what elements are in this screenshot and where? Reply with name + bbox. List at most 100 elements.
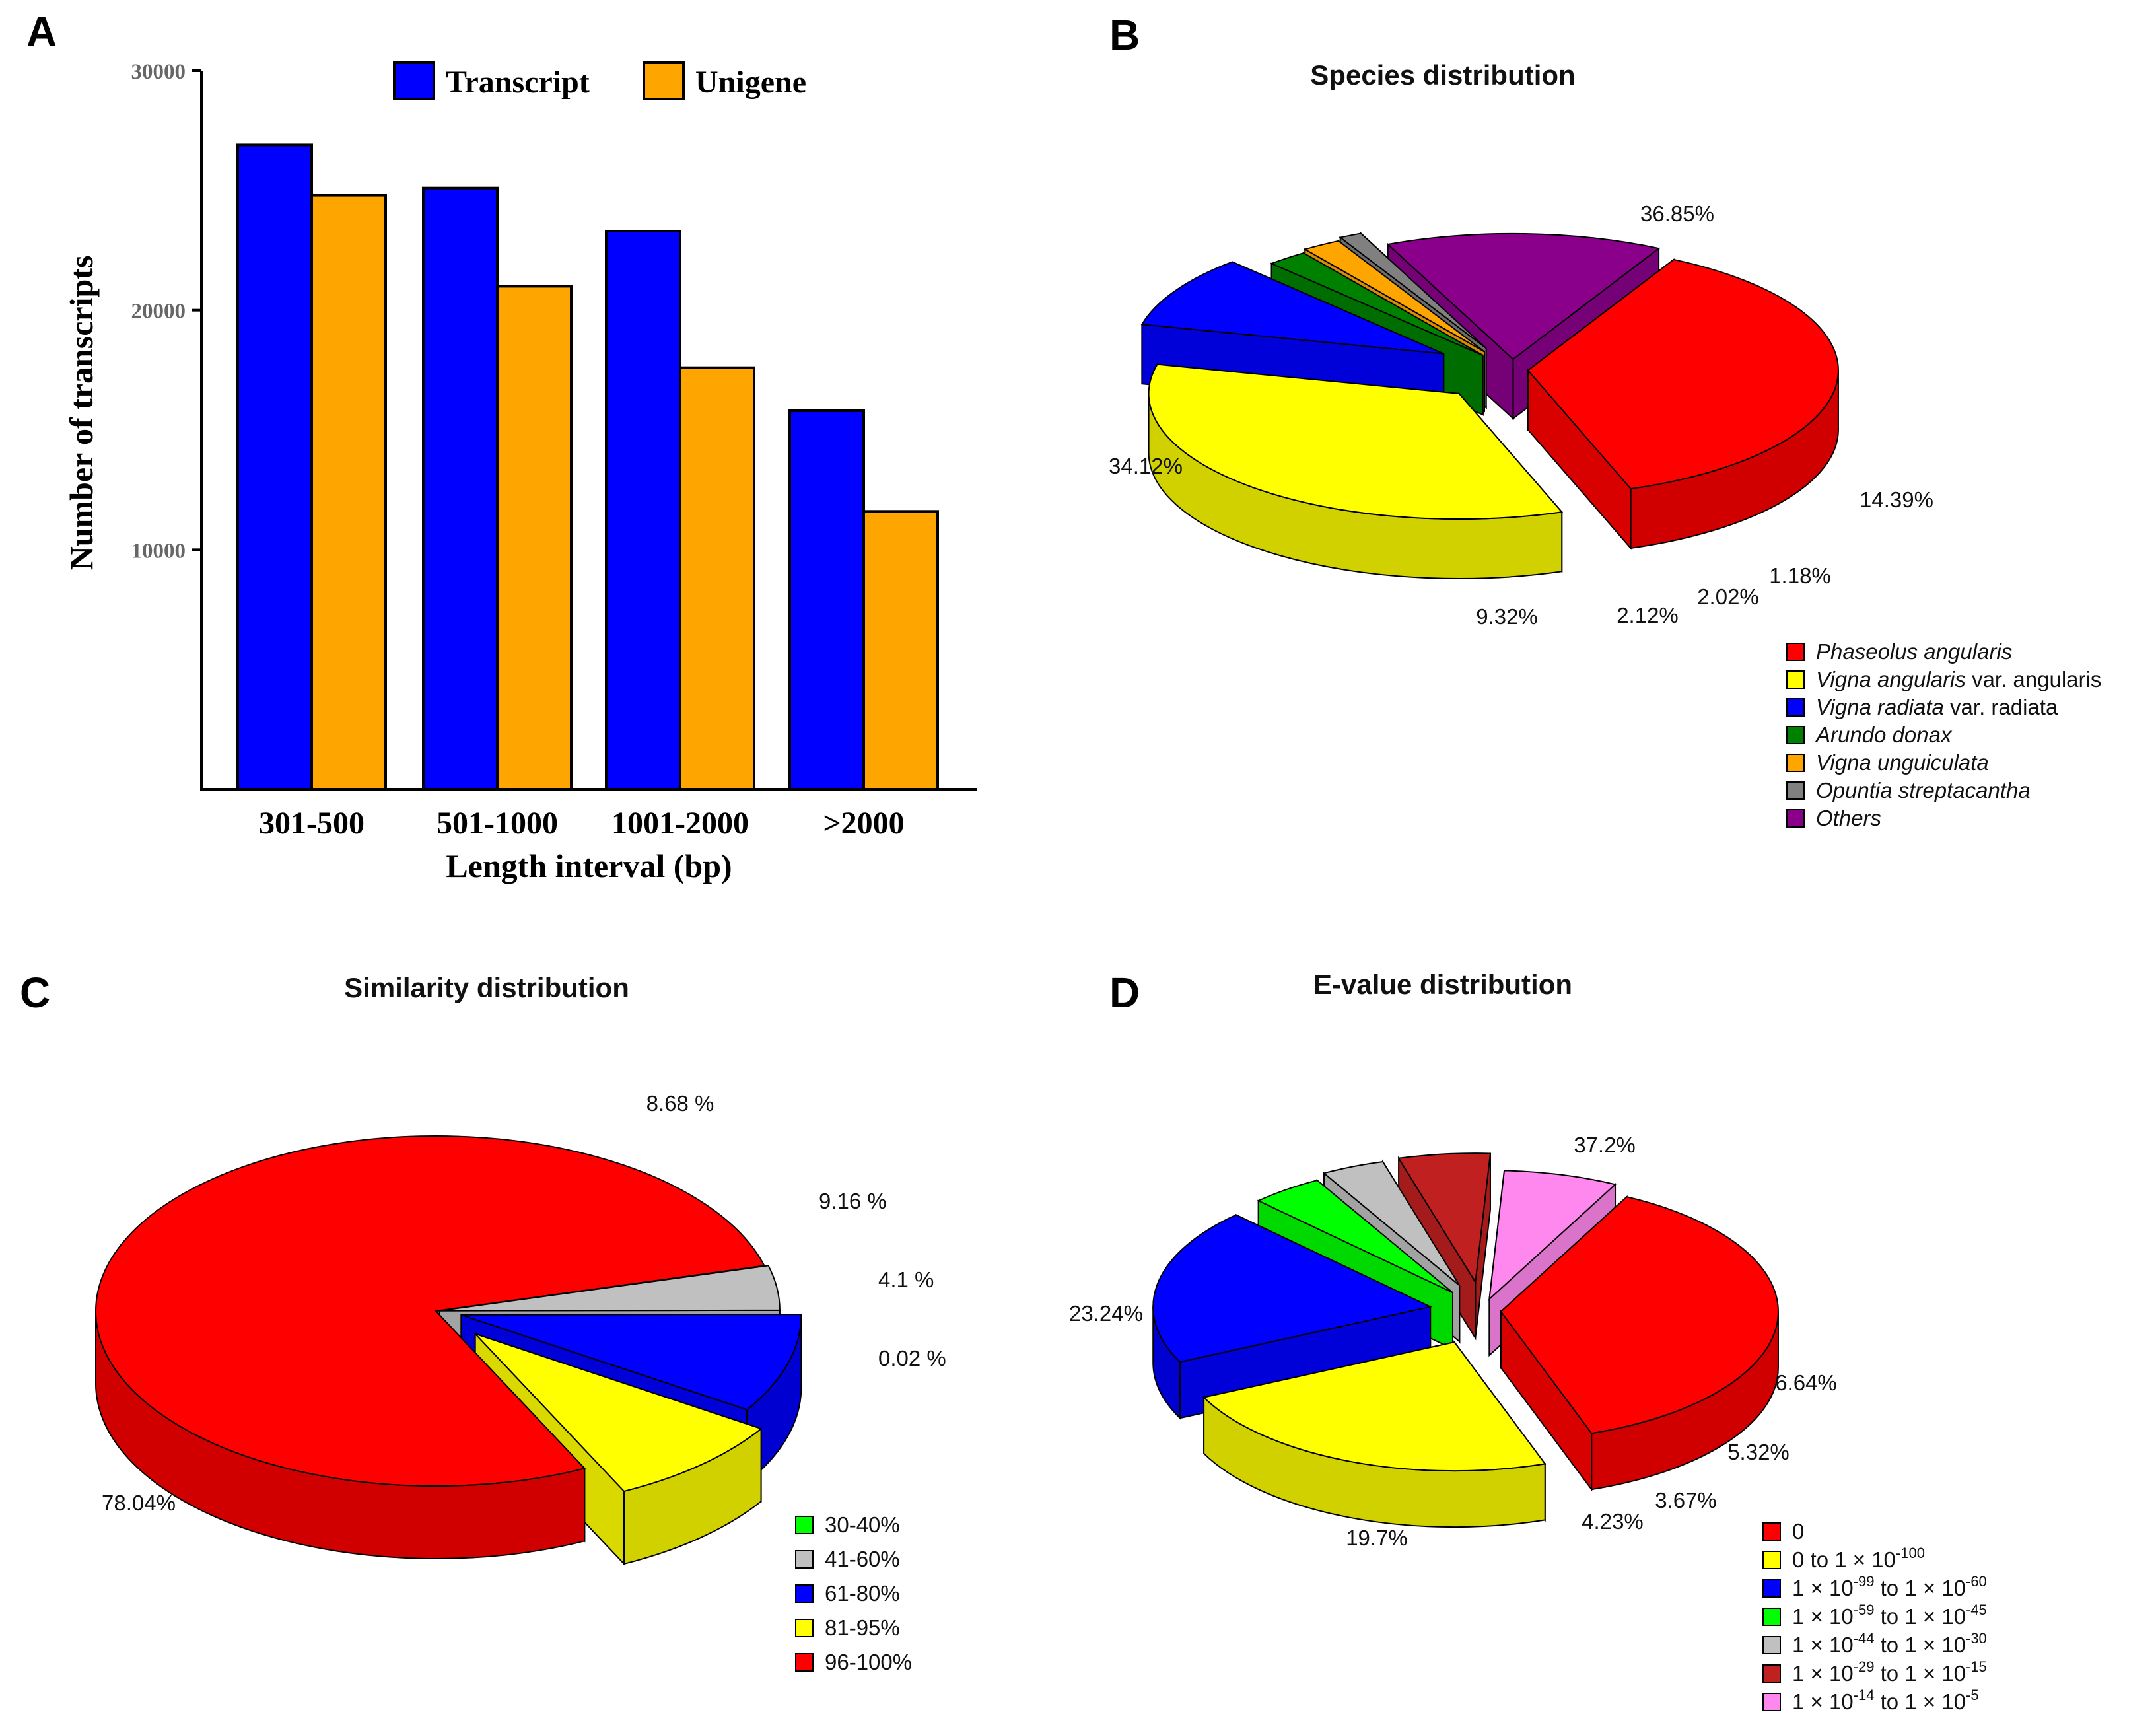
legend-label-part: Vigna radiata [1816,695,1944,719]
bar-transcript-0 [236,143,313,791]
legend-label-part: 1 × 10 [1792,1633,1854,1657]
slice-value-label: 9.16 % [819,1189,887,1213]
legend-label-part: 1 × 10 [1792,1689,1854,1714]
legend-label-part: -15 [1966,1658,1987,1675]
legend-swatch-2 [795,1584,814,1603]
legend-swatch-1 [795,1550,814,1569]
slice-value-label: 0.02 % [878,1346,946,1370]
legend-label-part: 1 × 10 [1792,1604,1854,1629]
slice-value-label: 23.24% [1069,1301,1143,1326]
slice-value-label: 4.1 % [878,1267,934,1292]
legend-swatch-3 [1762,1608,1781,1626]
legend-label: 0 to 1 × 10-100 [1792,1545,1925,1572]
legend-label-part: to 1 × 10 [1874,1633,1966,1657]
slice-value-label: 1.18% [1769,563,1831,588]
legend-swatch-6 [1762,1693,1781,1711]
legend-label: Unigene [695,65,806,100]
legend-label: Vigna radiata var. radiata [1816,695,2058,719]
pie-chart-evalue: E-value distribution 37.2% 23.24% 19.7% 4.23… [1069,969,1987,1714]
pie-chart-species: Species distribution 36.85% 34.12% 9.32% 2.1… [1109,59,2101,830]
legend-swatch-3 [1786,726,1805,744]
slice-3 [1257,1179,1453,1294]
slice-1 [1148,363,1564,520]
slice-3 [474,1333,763,1493]
legend-label-part: to 1 × 10 [1874,1689,1966,1714]
slice-6 [1386,232,1661,361]
panel-letter-b: B [1109,11,1140,59]
panel-letter-c: C [20,969,50,1016]
legend-label-part: -45 [1966,1602,1987,1618]
slice-2 [1140,261,1444,355]
legend-label: 1 × 10-14 to 1 × 10-5 [1792,1687,1979,1714]
legend-label: Transcript [446,65,590,100]
chart-title: Similarity distribution [344,972,629,1003]
legend-label-part: -44 [1854,1630,1875,1646]
legend-swatch-2 [1786,698,1805,717]
legend-swatch-3 [795,1619,814,1637]
legend-label-part: var. angularis [1966,667,2101,691]
x-tick-label: 501-1000 [436,806,558,841]
slice-value-label: 14.39% [1860,487,1933,512]
legend-label: 1 × 10-59 to 1 × 10-45 [1792,1602,1987,1629]
x-axis-title: Length interval (bp) [446,847,732,884]
slice-5 [1339,232,1487,349]
legend-swatch-4 [1786,754,1805,772]
legend-label: 30-40% [825,1512,900,1537]
legend-label: 41-60% [825,1547,900,1571]
bar-transcript-1 [422,186,499,791]
y-axis-title: Number of transcripts [63,256,100,571]
slice-value-label: 3.67% [1655,1488,1717,1512]
legend-label-part: -29 [1854,1658,1875,1675]
legend-label-part: -59 [1854,1602,1875,1618]
legend-label: 1 × 10-29 to 1 × 10-15 [1792,1658,1987,1685]
legend-label: Vigna angularis var. angularis [1816,667,2101,691]
legend-swatch-0 [795,1516,814,1534]
legend-label: 1 × 10-44 to 1 × 10-30 [1792,1630,1987,1657]
legend-label-part: 1 × 10 [1792,1576,1854,1600]
pie-chart-similarity: Similarity distribution 0.02 % 4.1 % 9.16 %… [95,972,946,1674]
legend-label-part: 0 to 1 × 10 [1792,1547,1896,1572]
bar-unigene-3 [862,510,939,791]
x-tick-label: 301-500 [259,806,365,841]
slice-5 [1397,1152,1492,1285]
legend-swatch-6 [1786,809,1805,828]
legend-swatch-4 [795,1653,814,1672]
slice-value-label: 78.04% [102,1491,176,1515]
slice-value-label: 19.7% [1346,1526,1408,1550]
slice-6 [1488,1170,1617,1301]
legend-label: 81-95% [825,1615,900,1640]
slice-value-label: 8.68 % [646,1091,714,1115]
legend-label-part: -99 [1854,1573,1875,1590]
legend-label-part: 1 × 10 [1792,1661,1854,1685]
legend-label-part: Opuntia streptacantha [1816,778,2031,802]
slice-0 [1500,1196,1779,1434]
legend-label-part: Arundo donax [1815,723,1953,747]
y-tick-label: 30000 [131,60,186,84]
legend-label: 0 [1792,1519,1804,1543]
legend-swatch-transcript [393,61,435,100]
legend-label: 1 × 10-99 to 1 × 10-60 [1792,1573,1987,1600]
legend-label: Vigna unguiculata [1816,750,1989,775]
bar-transcript-3 [788,409,865,791]
bar-unigene-2 [679,366,755,791]
legend-label-part: -14 [1854,1687,1875,1703]
legend-label: 61-80% [825,1581,900,1606]
legend-label-part: -60 [1966,1573,1987,1590]
slice-value-label: 9.32% [1476,604,1538,629]
slice-value-label: 2.12% [1617,603,1679,627]
legend-label-part: Others [1816,806,1881,830]
legend-swatch-2 [1762,1579,1781,1598]
bar-unigene-1 [496,285,573,791]
legend-label-part: Vigna unguiculata [1816,750,1989,775]
slice-1 [439,1265,781,1312]
legend-label: Phaseolus angularis [1816,639,2012,664]
legend-label: Arundo donax [1815,723,1953,747]
bar-chart-length: 10000 20000 30000 301-500 501-1000 1001-2000 >… [63,60,977,884]
legend-swatch-5 [1762,1664,1781,1683]
panel-letter-a: A [26,8,57,55]
y-tick-label: 20000 [131,300,186,324]
chart-title: E-value distribution [1313,969,1572,1000]
slice-1 [1202,1341,1547,1472]
slice-3 [1269,252,1484,356]
